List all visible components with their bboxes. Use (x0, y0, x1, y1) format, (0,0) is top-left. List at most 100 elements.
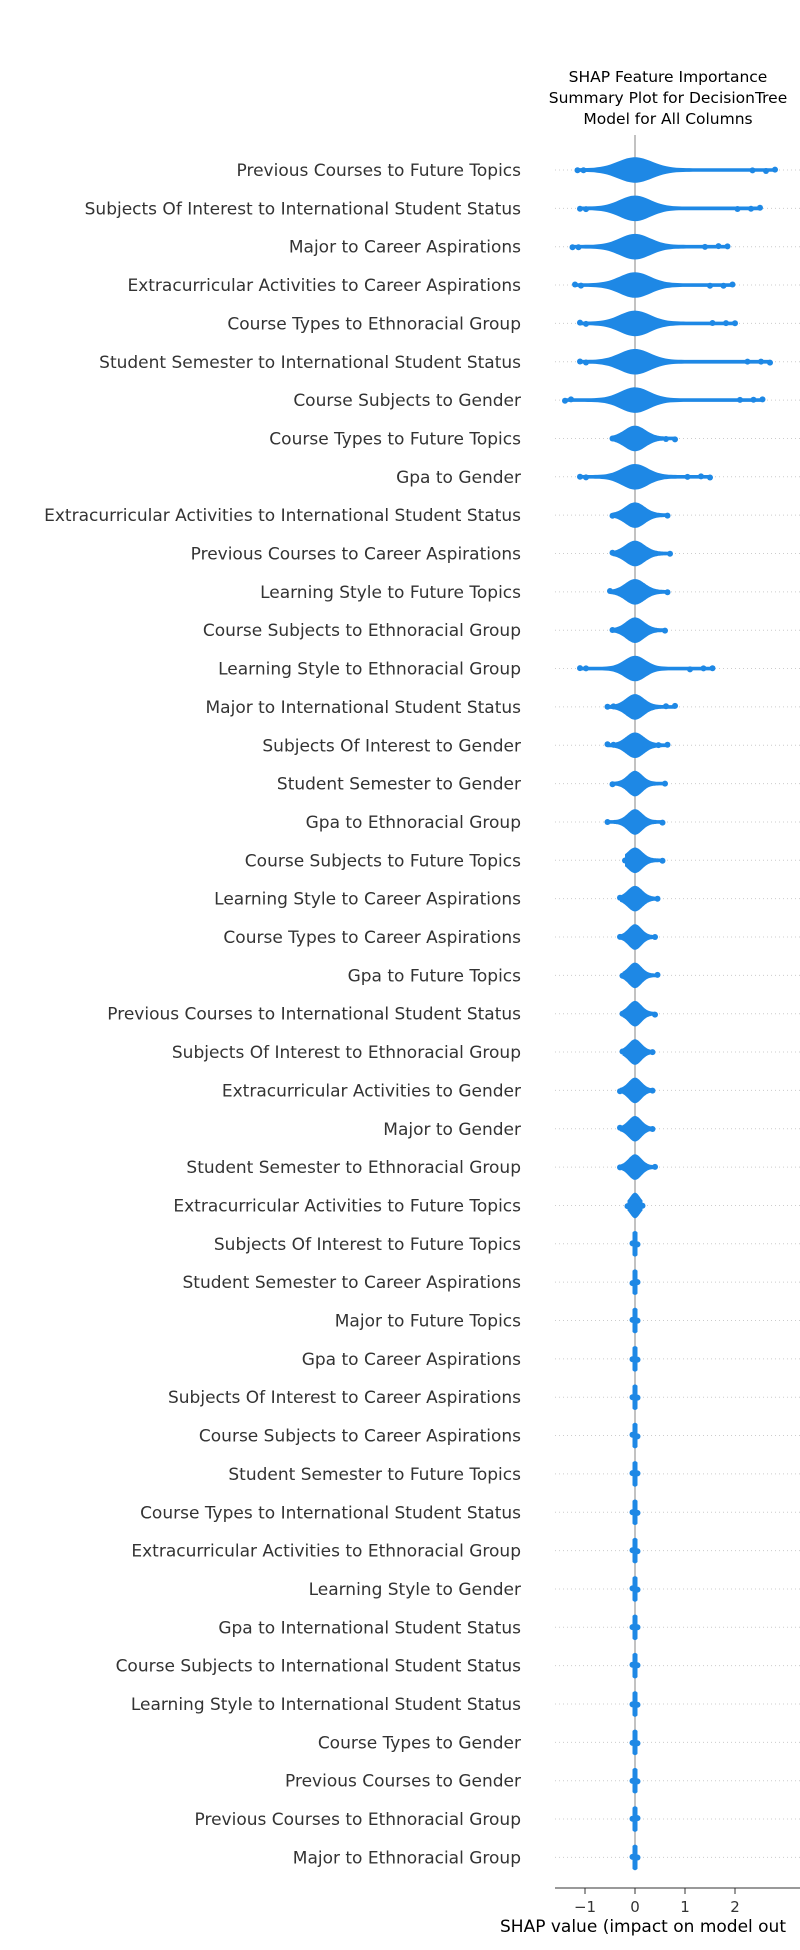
shap-point (729, 281, 736, 288)
shap-point (763, 168, 769, 174)
feature-label: Extracurricular Activities to Ethnoracia… (131, 1542, 521, 1562)
feature-label: Gpa to International Student Status (218, 1618, 521, 1638)
shap-point (684, 473, 691, 480)
shap-point (772, 166, 778, 173)
feature-label: Major to Ethnoracial Group (293, 1848, 521, 1868)
shap-point (619, 972, 626, 979)
feature-row: Gpa to Ethnoracial Group (306, 809, 666, 835)
shap-point (757, 204, 763, 211)
feature-row: Course Types to Ethnoracial Group (227, 310, 738, 337)
shap-point (649, 1049, 656, 1056)
shap-distribution (577, 157, 775, 183)
shap-point (629, 1739, 636, 1746)
shap-distribution (612, 770, 665, 797)
shap-point (577, 665, 583, 672)
shap-point (649, 1087, 656, 1094)
feature-label: Subjects Of Interest to Career Aspiratio… (168, 1388, 521, 1408)
feature-row: Previous Courses to International Studen… (107, 1000, 658, 1027)
feature-label: Course Types to Career Aspirations (223, 928, 521, 948)
shap-distribution (580, 464, 710, 490)
shap-point (629, 1777, 636, 1784)
feature-label: Previous Courses to International Studen… (107, 1005, 521, 1025)
feature-label: Student Semester to Future Topics (228, 1465, 521, 1485)
shap-distribution (580, 655, 713, 682)
feature-row: Previous Courses to Gender (285, 1767, 641, 1794)
shap-point (572, 281, 578, 288)
feature-row: Major to Career Aspirations (289, 233, 731, 260)
shap-point (619, 1048, 626, 1055)
shap-point (617, 894, 623, 901)
shap-point (629, 1470, 636, 1477)
feature-label: Previous Courses to Future Topics (237, 161, 522, 181)
shap-distribution (565, 387, 763, 413)
feature-row: Student Semester to Career Aspirations (183, 1269, 641, 1295)
shap-point (652, 1011, 658, 1018)
shap-point (629, 1853, 636, 1860)
shap-point (667, 550, 673, 557)
feature-label: Learning Style to International Student … (131, 1695, 521, 1715)
shap-point (634, 1241, 641, 1248)
shap-distribution (620, 924, 655, 950)
shap-point (642, 741, 648, 748)
feature-label: Student Semester to International Studen… (99, 353, 521, 373)
feature-row: Course Types to Career Aspirations (223, 924, 658, 950)
feature-row: Major to Ethnoracial Group (293, 1844, 641, 1871)
shap-point (568, 396, 574, 403)
shap-point (709, 665, 716, 672)
shap-point (609, 435, 616, 442)
feature-row: Subjects Of Interest to Future Topics (214, 1231, 641, 1257)
shap-point (652, 1163, 658, 1170)
shap-distribution (622, 1000, 655, 1027)
feature-row: Extracurricular Activities to Gender (222, 1077, 656, 1104)
x-tick-label: 1 (680, 1898, 690, 1916)
shap-point (634, 1624, 641, 1631)
feature-row: Extracurricular Activities to Internatio… (44, 502, 671, 528)
chart-title-line-3: Model for All Columns (583, 110, 752, 128)
feature-label: Course Types to Ethnoracial Group (227, 314, 521, 334)
shap-point (634, 1356, 641, 1363)
feature-row: Subjects Of Interest to Ethnoracial Grou… (172, 1039, 656, 1065)
shap-point (574, 167, 581, 174)
shap-point (629, 1585, 636, 1592)
shap-distribution (610, 579, 668, 605)
feature-row: Learning Style to Career Aspirations (214, 885, 661, 912)
shap-point (610, 741, 617, 748)
shap-point (749, 167, 756, 174)
shap-point (707, 474, 713, 481)
shap-distribution (622, 1039, 653, 1065)
shap-point (723, 320, 729, 327)
shap-distribution (580, 195, 760, 222)
shap-point (609, 781, 616, 788)
shap-point (672, 702, 678, 709)
shap-point (629, 1316, 636, 1323)
shap-point (652, 934, 658, 940)
shap-point (748, 205, 754, 212)
shap-point (629, 1624, 636, 1631)
shap-point (617, 1088, 623, 1095)
shap-point (720, 282, 727, 289)
shap-point (634, 1433, 641, 1440)
shap-point (577, 358, 583, 365)
shap-point (629, 1547, 636, 1554)
shap-point (700, 665, 707, 672)
feature-row: Major to International Student Status (206, 694, 678, 720)
feature-label: Extracurricular Activities to Internatio… (44, 506, 521, 526)
shap-point (634, 1740, 641, 1747)
shap-point (629, 1394, 636, 1401)
shap-point (629, 1509, 636, 1516)
feature-label: Course Subjects to Career Aspirations (199, 1427, 521, 1447)
shap-point (583, 665, 589, 672)
feature-row: Extracurricular Activities to Ethnoracia… (131, 1537, 641, 1564)
feature-row: Student Semester to International Studen… (99, 349, 773, 375)
shap-point (662, 627, 668, 634)
feature-label: Course Subjects to Ethnoracial Group (203, 621, 521, 641)
feature-label: Previous Courses to Ethnoracial Group (195, 1810, 521, 1830)
shap-point (663, 703, 669, 710)
shap-distribution (580, 310, 735, 337)
feature-label: Course Subjects to International Student… (116, 1657, 522, 1677)
shap-point (750, 396, 757, 403)
shap-point (577, 205, 583, 212)
feature-row: Subjects Of Interest to International St… (85, 195, 763, 222)
shap-point (619, 1010, 626, 1017)
